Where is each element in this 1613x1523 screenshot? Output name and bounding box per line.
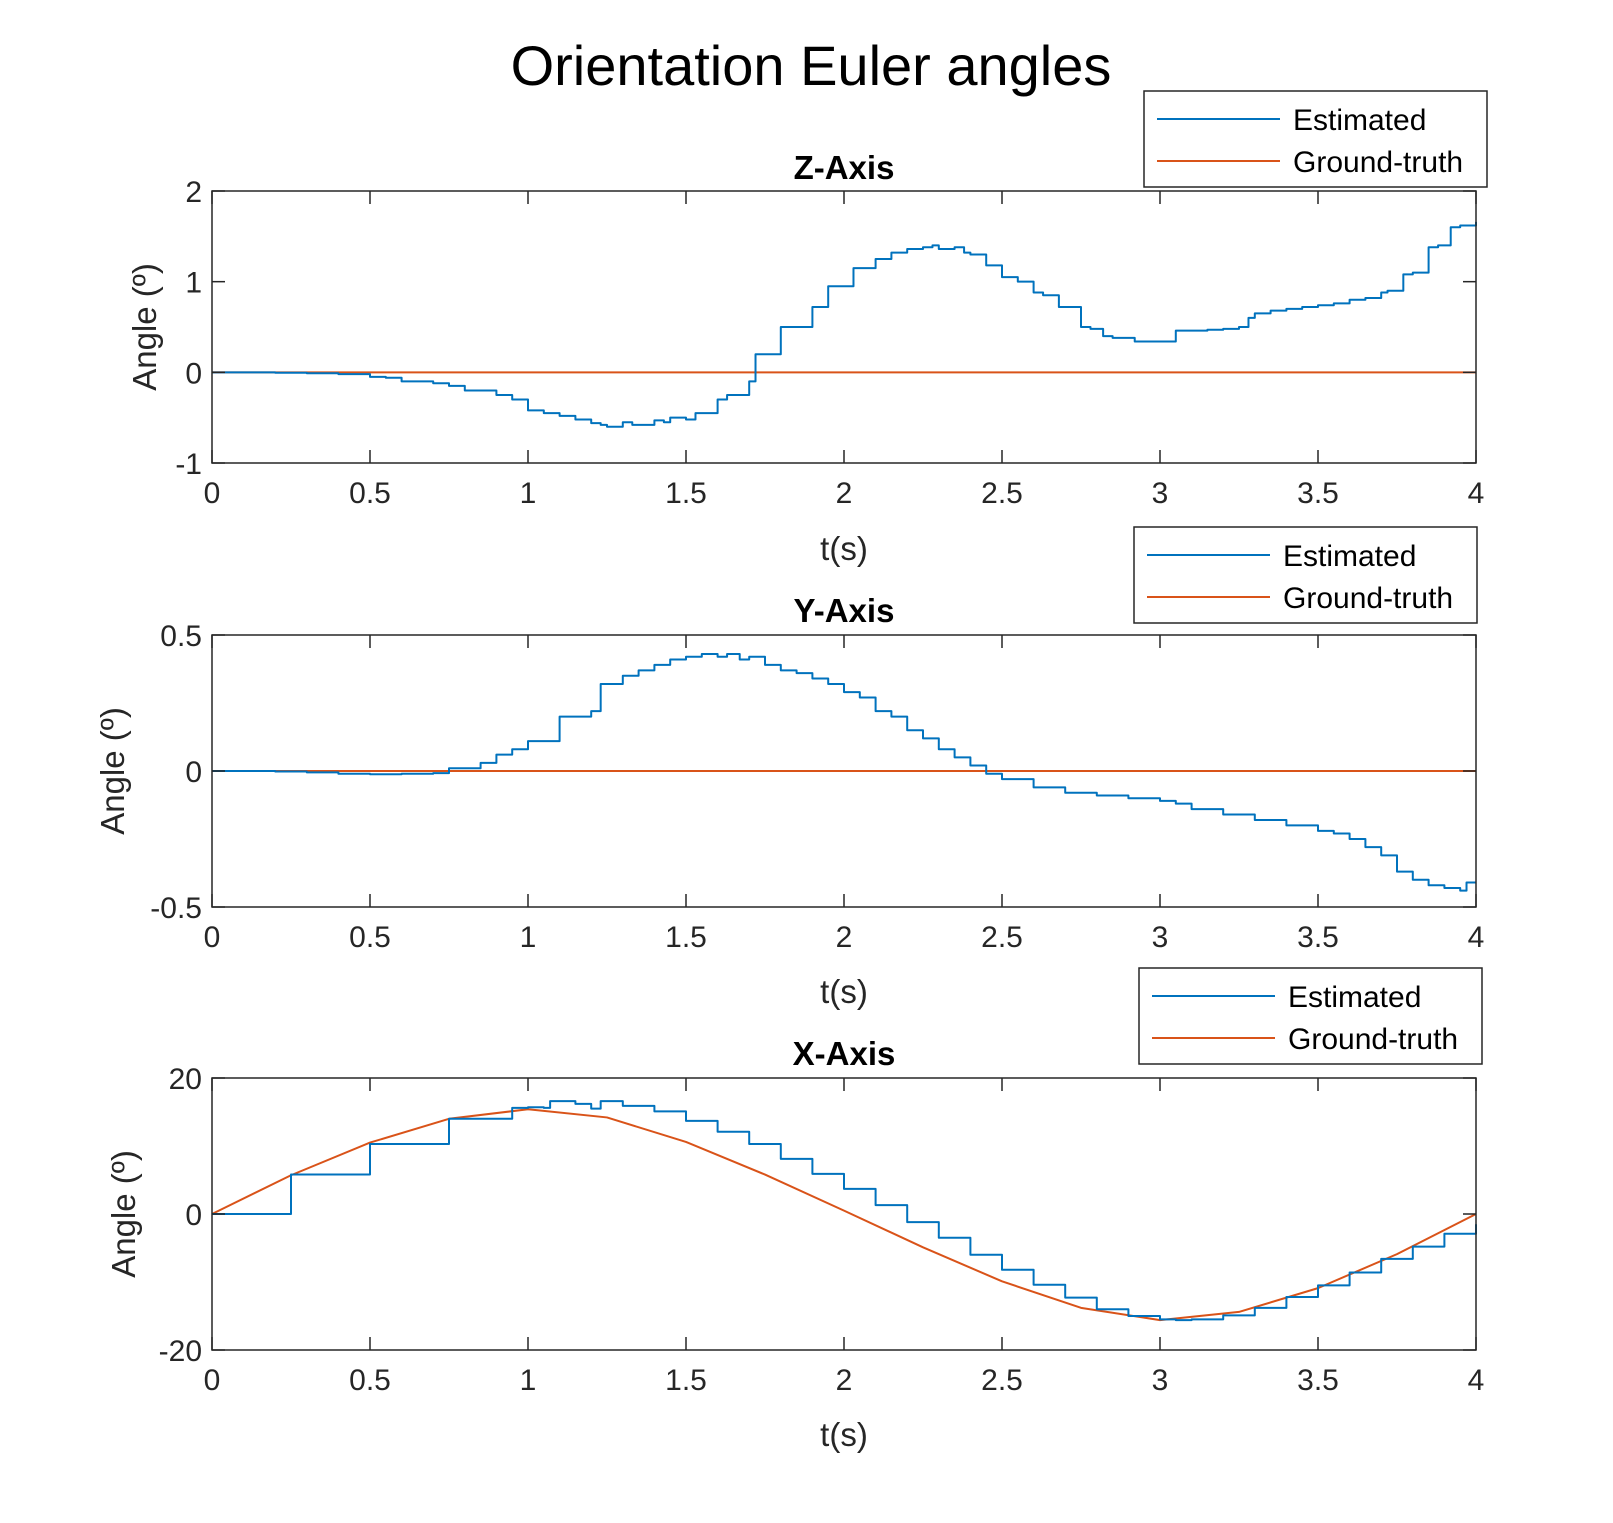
x-tick-label: 0.5 — [349, 1364, 391, 1397]
legend-label-ground-truth: Ground-truth — [1293, 146, 1463, 179]
axes-box — [211, 1077, 1477, 1351]
x-tick-label: 1.5 — [665, 921, 707, 954]
x-tick-label: 3.5 — [1297, 477, 1339, 510]
legend-label-estimated: Estimated — [1288, 981, 1421, 1014]
x-tick-label: 2 — [836, 477, 853, 510]
series-line-estimated — [212, 1100, 1477, 1322]
axes-box — [211, 190, 1477, 464]
y-tick-label: 20 — [169, 1063, 202, 1096]
y-axis-label: Angle (º) — [94, 707, 131, 835]
y-tick-label: 0 — [185, 357, 202, 390]
legend-box — [1133, 526, 1478, 624]
x-tick-label: 1.5 — [665, 1364, 707, 1397]
x-axis-label: t(s) — [820, 530, 868, 567]
y-tick-label: 0 — [185, 1199, 202, 1232]
plot-area — [212, 221, 1477, 428]
series-line-ground-truth — [211, 1108, 1477, 1322]
x-tick-label: 3.5 — [1297, 1364, 1339, 1397]
x-tick-label: 0.5 — [349, 921, 391, 954]
legend-box — [1143, 90, 1488, 188]
x-tick-label: 2.5 — [981, 921, 1023, 954]
legend: Estimated Ground-truth — [1133, 526, 1478, 624]
x-tick-label: 2 — [836, 1364, 853, 1397]
figure-title: Orientation Euler angles — [511, 34, 1112, 97]
x-tick-label: 0 — [204, 1364, 221, 1397]
y-axis-label: Angle (º) — [105, 1150, 142, 1278]
x-axis-label: t(s) — [820, 973, 868, 1010]
plot-area — [212, 653, 1476, 892]
x-tick-label: 4 — [1468, 1364, 1485, 1397]
legend: Estimated Ground-truth — [1143, 90, 1488, 188]
plot-area — [211, 1100, 1477, 1322]
series-line-estimated — [212, 653, 1476, 892]
legend-label-ground-truth: Ground-truth — [1283, 582, 1453, 615]
y-tick-label: 1 — [185, 267, 202, 300]
x-tick-label: 3 — [1152, 1364, 1169, 1397]
x-tick-label: 0.5 — [349, 477, 391, 510]
x-tick-label: 4 — [1468, 921, 1485, 954]
y-tick-label: -20 — [159, 1335, 202, 1368]
panel-y-axis: Y-Axis 0 0.5 1 1.5 2 2.5 3 3.5 4-0.500.5 t(s) An… — [94, 526, 1484, 1010]
tick-group: 0 0.5 1 1.5 2 2.5 3 3.5 4-0.500.5 — [150, 620, 1484, 954]
x-tick-label: 3.5 — [1297, 921, 1339, 954]
y-tick-label: 2 — [185, 176, 202, 209]
legend-label-ground-truth: Ground-truth — [1288, 1023, 1458, 1056]
y-tick-label: -0.5 — [150, 892, 202, 925]
x-tick-label: 1.5 — [665, 477, 707, 510]
legend-label-estimated: Estimated — [1283, 540, 1416, 573]
panel-title: Z-Axis — [794, 149, 895, 186]
legend-box — [1138, 967, 1483, 1065]
x-tick-label: 0 — [204, 477, 221, 510]
series-line-estimated — [212, 221, 1477, 428]
legend-label-estimated: Estimated — [1293, 104, 1426, 137]
y-tick-label: -1 — [175, 448, 202, 481]
x-tick-label: 0 — [204, 921, 221, 954]
y-tick-label: 0 — [185, 756, 202, 789]
x-tick-label: 2.5 — [981, 477, 1023, 510]
x-tick-label: 1 — [520, 1364, 537, 1397]
x-tick-label: 1 — [520, 477, 537, 510]
x-tick-label: 2.5 — [981, 1364, 1023, 1397]
y-tick-label: 0.5 — [160, 620, 202, 653]
x-tick-label: 3 — [1152, 477, 1169, 510]
panel-title: Y-Axis — [794, 592, 895, 629]
y-axis-label: Angle (º) — [126, 263, 163, 391]
x-tick-label: 1 — [520, 921, 537, 954]
x-axis-label: t(s) — [820, 1416, 868, 1453]
x-tick-label: 4 — [1468, 477, 1485, 510]
x-tick-label: 3 — [1152, 921, 1169, 954]
x-tick-label: 2 — [836, 921, 853, 954]
legend: Estimated Ground-truth — [1138, 967, 1483, 1065]
panel-title: X-Axis — [793, 1035, 896, 1072]
